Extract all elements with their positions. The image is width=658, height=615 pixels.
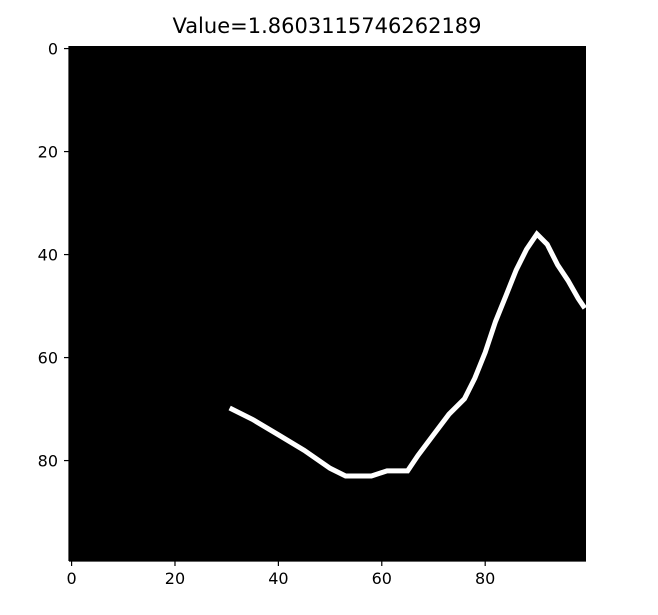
- y-tick-label: 40: [38, 246, 58, 265]
- y-tick-label: 60: [38, 349, 58, 368]
- y-tick-label: 20: [38, 143, 58, 162]
- y-tick-label: 0: [48, 40, 58, 59]
- x-tick-label: 60: [372, 569, 392, 588]
- x-tick-label: 80: [475, 569, 495, 588]
- x-tick-label: 0: [66, 569, 76, 588]
- chart-title: Value=1.8603115746262189: [172, 14, 481, 38]
- x-tick-label: 40: [268, 569, 288, 588]
- y-axis-ticks: 0 20 40 60 80: [38, 40, 69, 471]
- x-axis-ticks: 0 20 40 60 80: [66, 561, 495, 588]
- plot-area: [69, 46, 586, 561]
- y-tick-label: 80: [38, 452, 58, 471]
- bright-trace-line: [228, 230, 587, 479]
- x-tick-label: 20: [165, 569, 185, 588]
- trace-layer: [228, 230, 587, 479]
